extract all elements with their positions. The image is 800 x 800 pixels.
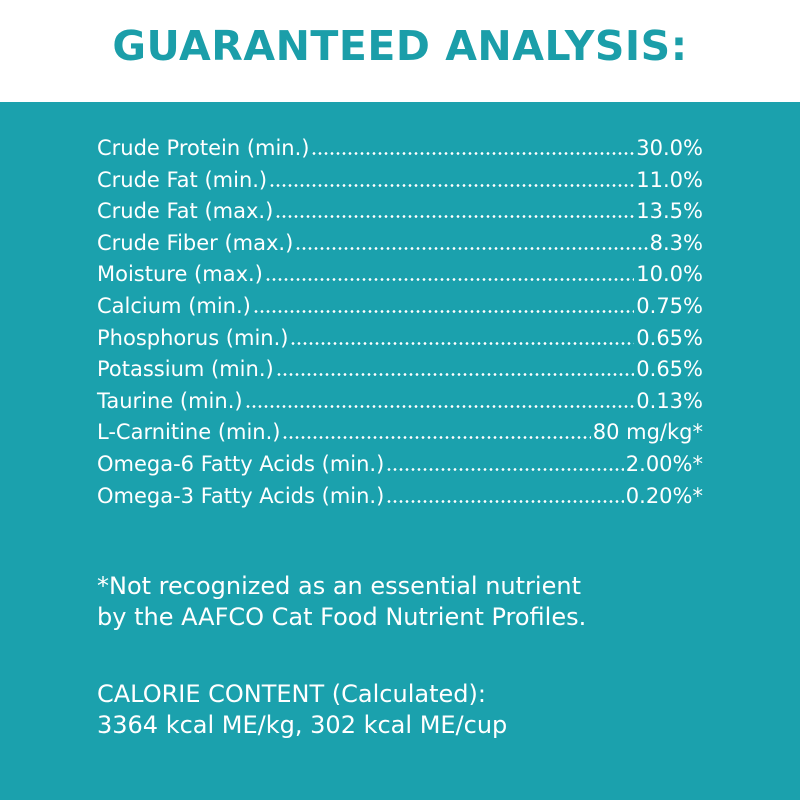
dot-leader <box>295 246 648 250</box>
header-band: GUARANTEED ANALYSIS: <box>0 0 800 102</box>
dot-leader <box>252 309 635 313</box>
nutrient-label: Omega-6 Fatty Acids (min.) <box>97 451 385 476</box>
analysis-table: Crude Protein (min.) 30.0% Crude Fat (min.… <box>97 136 703 515</box>
analysis-row: Potassium (min.) 0.65% <box>97 357 703 389</box>
analysis-row: Omega-3 Fatty Acids (min.) 0.20%* <box>97 484 703 516</box>
dot-leader <box>386 467 624 471</box>
title: GUARANTEED ANALYSIS: <box>112 22 688 70</box>
nutrient-value: 80 mg/kg* <box>592 420 703 445</box>
nutrient-label: Crude Fiber (max.) <box>97 230 294 255</box>
analysis-row: Crude Protein (min.) 30.0% <box>97 136 703 168</box>
calorie-line: CALORIE CONTENT (Calculated): <box>97 680 486 708</box>
nutrient-value: 0.65% <box>636 325 703 350</box>
nutrient-value: 2.00%* <box>625 451 703 476</box>
dot-leader <box>244 404 635 408</box>
nutrient-label: Calcium (min.) <box>97 293 251 318</box>
nutrient-value: 13.5% <box>636 199 703 224</box>
nutrient-label: Taurine (min.) <box>97 388 243 413</box>
footnote-line: by the AAFCO Cat Food Nutrient Profiles. <box>97 603 587 631</box>
nutrient-value: 0.13% <box>636 388 703 413</box>
nutrient-label: Crude Fat (max.) <box>97 199 274 224</box>
dot-leader <box>264 278 635 282</box>
dot-leader <box>290 341 635 345</box>
nutrient-label: Moisture (max.) <box>97 262 263 287</box>
dot-leader <box>269 183 635 187</box>
nutrient-label: L-Carnitine (min.) <box>97 420 281 445</box>
nutrient-label: Crude Protein (min.) <box>97 136 310 160</box>
dot-leader <box>275 373 635 377</box>
calorie-content: CALORIE CONTENT (Calculated): 3364 kcal M… <box>97 679 507 741</box>
analysis-row: Crude Fat (max.) 13.5% <box>97 199 703 231</box>
nutrient-value: 0.20%* <box>625 483 703 508</box>
nutrient-label: Potassium (min.) <box>97 357 274 382</box>
dot-leader <box>386 499 624 503</box>
nutrient-label: Phosphorus (min.) <box>97 325 289 350</box>
nutrient-value: 0.65% <box>636 357 703 382</box>
analysis-row: Crude Fiber (max.) 8.3% <box>97 231 703 263</box>
nutrient-label: Crude Fat (min.) <box>97 167 268 192</box>
nutrient-label: Omega-3 Fatty Acids (min.) <box>97 483 385 508</box>
footnote-line: *Not recognized as an essential nutrient <box>97 572 581 600</box>
analysis-row: Moisture (max.) 10.0% <box>97 262 703 294</box>
nutrient-value: 30.0% <box>636 136 703 160</box>
analysis-row: Crude Fat (min.) 11.0% <box>97 168 703 200</box>
analysis-row: Omega-6 Fatty Acids (min.) 2.00%* <box>97 452 703 484</box>
dot-leader <box>311 152 635 155</box>
calorie-line: 3364 kcal ME/kg, 302 kcal ME/cup <box>97 711 508 739</box>
analysis-row: Taurine (min.) 0.13% <box>97 389 703 421</box>
analysis-row: Phosphorus (min.) 0.65% <box>97 326 703 358</box>
analysis-row: L-Carnitine (min.) 80 mg/kg* <box>97 420 703 452</box>
dot-leader <box>275 215 635 219</box>
nutrient-value: 8.3% <box>649 230 703 255</box>
dot-leader <box>282 436 591 440</box>
nutrient-value: 10.0% <box>636 262 703 287</box>
footnote: *Not recognized as an essential nutrient… <box>97 571 586 633</box>
nutrient-value: 0.75% <box>636 293 703 318</box>
nutrient-value: 11.0% <box>636 167 703 192</box>
analysis-row: Calcium (min.) 0.75% <box>97 294 703 326</box>
